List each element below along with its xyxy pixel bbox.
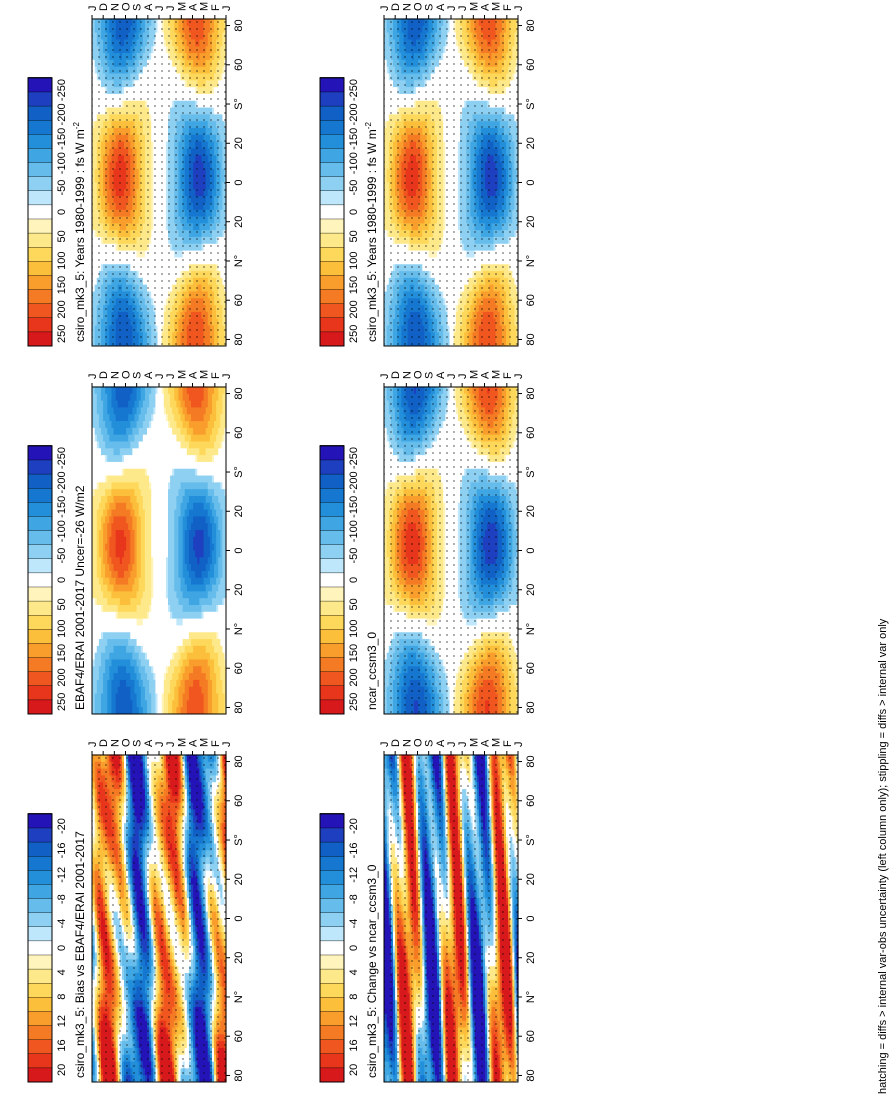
colorbar-label: -50 — [56, 180, 68, 196]
panel-obs-ebaf: 8060N°20020S°6080JFMAMJJASONDJEBAF4/ERAI… — [28, 370, 245, 714]
lat-tick-label: 60 — [233, 59, 245, 71]
colorbar-label: 150 — [56, 276, 68, 294]
month-tick-label: A — [143, 3, 155, 11]
colorbar-label: 250 — [56, 325, 68, 343]
lat-tick-label: N° — [233, 255, 245, 267]
month-tick-label: M — [176, 2, 188, 11]
colorbar-swatch — [28, 190, 52, 205]
month-tick-label: J — [154, 6, 166, 12]
month-tick-label: J — [165, 6, 177, 12]
colorbar-label: -150 — [56, 128, 68, 150]
panel-title: csiro_mk3_5: Years 1980-1999 : fs W m-2 — [72, 122, 87, 342]
panel-csiro-abs-left: 8060N°20020S°6080JFMAMJJASONDJcsiro_mk3_… — [28, 2, 245, 346]
colorbar-label: -200 — [56, 103, 68, 125]
colorbar-swatch — [28, 275, 52, 290]
colorbar-swatch — [28, 176, 52, 191]
lat-tick-label: 20 — [233, 216, 245, 228]
heatmap-obs-ebaf — [92, 386, 227, 714]
month-tick-label: M — [199, 2, 211, 11]
month-tick-label: F — [210, 4, 222, 11]
colorbar-swatch — [28, 120, 52, 135]
colorbar-swatch — [28, 134, 52, 149]
lat-tick-label: 20 — [233, 137, 245, 149]
lat-tick-label: 0 — [233, 179, 245, 185]
figure-canvas: 8060N°20020S°6080JFMAMJJASONDJcsiro_mk3_… — [0, 0, 894, 1105]
colorbar-label: 100 — [56, 252, 68, 270]
month-tick-label: S — [132, 4, 144, 11]
month-tick-label: A — [188, 3, 200, 11]
colorbar-label: -250 — [56, 79, 68, 101]
month-tick-label: N — [109, 3, 121, 11]
lat-tick-label: 80 — [233, 19, 245, 31]
colorbar-label: -100 — [56, 152, 68, 174]
stippling-overlay — [92, 19, 226, 346]
colorbar-swatch — [28, 218, 52, 233]
colorbar-swatch — [28, 331, 52, 346]
colorbar-swatch — [28, 148, 52, 163]
colorbar-swatch — [28, 261, 52, 276]
colorbar-swatch — [28, 303, 52, 318]
colorbar-label: 50 — [56, 230, 68, 242]
colorbar-swatch — [28, 204, 52, 219]
colorbar-label: 200 — [56, 300, 68, 318]
colorbar-swatch — [28, 106, 52, 121]
month-tick-label: J — [87, 6, 99, 12]
colorbar-swatch — [28, 289, 52, 304]
colorbar-swatch — [28, 247, 52, 262]
colorbar-swatch — [28, 77, 52, 92]
lat-tick-label: 80 — [233, 333, 245, 345]
month-tick-label: J — [221, 6, 233, 12]
colorbar-swatch — [28, 162, 52, 177]
lat-tick-label: 60 — [233, 294, 245, 306]
colorbar-swatch — [28, 317, 52, 332]
colorbar-swatch — [28, 91, 52, 106]
colorbar-swatch — [28, 233, 52, 248]
month-tick-label: O — [121, 2, 133, 11]
colorbar-label: 0 — [56, 209, 68, 215]
month-tick-label: D — [98, 3, 110, 11]
lat-tick-label: S° — [233, 98, 245, 110]
